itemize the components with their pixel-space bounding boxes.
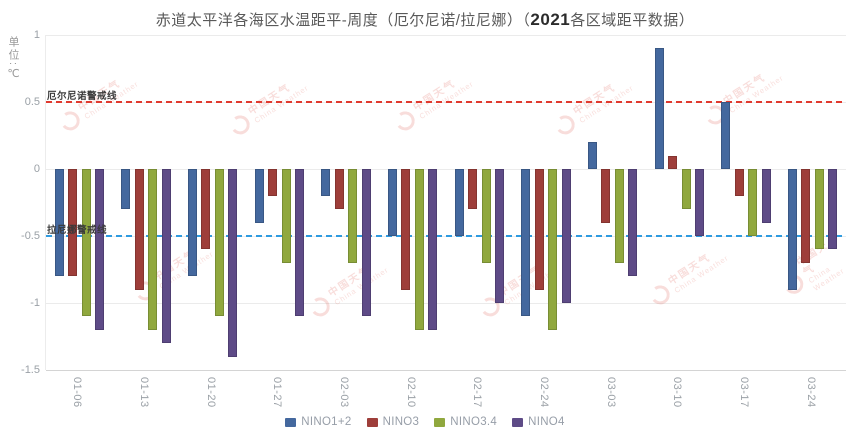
x-axis-label-03-17: 03-17 [738,377,750,408]
bar-NINO3.4-01-27[interactable] [281,169,291,263]
chart-title-post: 各区域距平数据） [570,12,695,29]
x-axis-label-02-10: 02-10 [404,377,417,408]
legend-marker-icon [434,417,446,427]
y-axis-unit-label: 单位:℃ [7,36,19,83]
y-tick-label: 0.5 [24,96,40,108]
x-axis-label-01-13: 01-13 [138,377,150,408]
gridline--1 [46,303,846,304]
x-axis-label-01-20: 01-20 [204,377,217,408]
bar-NINO3.4-03-10[interactable] [681,169,691,210]
y-tick-label: 1 [33,29,40,41]
bar-NINO4-01-13[interactable] [161,169,171,344]
bar-NINO4-02-03[interactable] [361,169,371,317]
legend-item-NINO3[interactable]: NINO3 [366,416,420,428]
bar-NINO3.4-01-20[interactable] [214,169,224,317]
el_nino-warning-line [46,101,846,103]
la_nina-warning-line [46,235,846,237]
bar-NINO1+2-03-17[interactable] [721,102,731,169]
bar-NINO1+2-02-10[interactable] [387,169,397,236]
gridline-0 [46,169,846,170]
bar-NINO4-03-24[interactable] [828,169,838,250]
x-axis-label-03-10: 03-10 [671,377,684,408]
bar-NINO3.4-03-24[interactable] [814,169,824,250]
bar-NINO1+2-02-24[interactable] [521,169,531,317]
bar-NINO4-01-20[interactable] [228,169,238,357]
x-axis-label-01-27: 01-27 [271,377,284,408]
bar-NINO1+2-02-03[interactable] [321,169,331,196]
y-tick-label: 0 [33,163,40,175]
y-tick-label: -1.5 [21,364,40,376]
bar-NINO1+2-03-03[interactable] [587,142,597,169]
legend-item-NINO4[interactable]: NINO4 [512,416,565,428]
bar-NINO3-02-10[interactable] [401,169,411,290]
bar-NINO3.4-03-17[interactable] [748,169,758,236]
chart-title-pre: 赤道太平洋各海区水温距平-周度（厄尔尼诺/拉尼娜）（ [155,12,531,29]
bar-NINO1+2-01-27[interactable] [254,169,264,223]
bar-NINO4-02-24[interactable] [561,169,571,303]
bar-NINO3-01-06[interactable] [68,169,78,277]
gridline--1.5 [46,370,846,371]
bar-NINO3-02-03[interactable] [334,169,344,210]
x-axis-label-03-03: 03-03 [604,377,617,408]
bar-NINO3.4-02-03[interactable] [348,169,358,263]
bar-NINO3-03-10[interactable] [668,155,678,169]
bar-NINO3.4-02-17[interactable] [481,169,491,263]
bar-NINO3-03-24[interactable] [801,169,811,263]
bar-NINO4-03-17[interactable] [761,169,771,223]
x-axis-label-02-03: 02-03 [338,377,350,408]
x-axis-label-02-24: 02-24 [538,377,550,408]
plot-area: 厄尔尼诺警戒线 拉尼娜警戒线 [45,35,846,371]
legend-label: NINO3.4 [450,416,498,428]
bar-NINO1+2-03-24[interactable] [787,169,797,290]
bar-NINO3.4-01-13[interactable] [148,169,158,330]
bar-NINO4-03-10[interactable] [695,169,705,236]
bar-NINO3-03-03[interactable] [601,169,611,223]
y-tick-label: -0.5 [21,230,40,242]
bar-NINO1+2-01-13[interactable] [121,169,131,210]
legend-item-NINO1+2[interactable]: NINO1+2 [285,416,351,428]
legend-marker-icon [366,417,378,427]
chart-title: 赤道太平洋各海区水温距平-周度（厄尔尼诺/拉尼娜）（2021各区域距平数据） [0,9,850,30]
y-tick-label: -1 [30,297,40,309]
legend-marker-icon [285,417,297,427]
chart-title-year: 2021 [530,10,571,29]
legend-label: NINO3 [382,416,420,428]
legend-item-NINO3.4[interactable]: NINO3.4 [434,416,497,428]
bar-NINO3-01-13[interactable] [134,169,144,290]
legend-label: NINO4 [528,416,565,428]
bar-NINO3-01-20[interactable] [201,169,211,250]
bar-NINO4-03-03[interactable] [628,169,638,277]
bar-NINO1+2-01-06[interactable] [54,169,64,277]
bar-NINO3-01-27[interactable] [268,169,278,196]
bar-NINO4-02-10[interactable] [428,169,438,330]
bar-NINO3-03-17[interactable] [734,169,744,196]
bar-NINO3.4-01-06[interactable] [81,169,91,317]
bar-NINO3-02-17[interactable] [468,169,478,210]
bar-NINO4-01-27[interactable] [295,169,305,317]
x-axis-label-03-24: 03-24 [804,377,817,408]
x-axis-label-01-06: 01-06 [71,377,84,408]
bar-NINO4-02-17[interactable] [495,169,505,303]
legend: NINO1+2 NINO3 NINO3.4 NINO4 [0,413,850,431]
legend-label: NINO1+2 [301,416,352,428]
legend-marker-icon [512,417,524,427]
bar-NINO3-02-24[interactable] [534,169,544,290]
bar-NINO3.4-02-10[interactable] [414,169,424,330]
bar-NINO3.4-02-24[interactable] [548,169,558,330]
gridline-1 [46,35,846,36]
bar-NINO1+2-03-10[interactable] [654,48,664,169]
bar-NINO3.4-03-03[interactable] [614,169,624,263]
el_nino-warning-label: 厄尔尼诺警戒线 [47,91,118,102]
x-axis-label-02-17: 02-17 [471,377,484,408]
la_nina-warning-label: 拉尼娜警戒线 [47,225,108,236]
bar-NINO1+2-01-20[interactable] [187,169,197,277]
bar-NINO1+2-02-17[interactable] [454,169,464,236]
bar-NINO4-01-06[interactable] [95,169,105,330]
